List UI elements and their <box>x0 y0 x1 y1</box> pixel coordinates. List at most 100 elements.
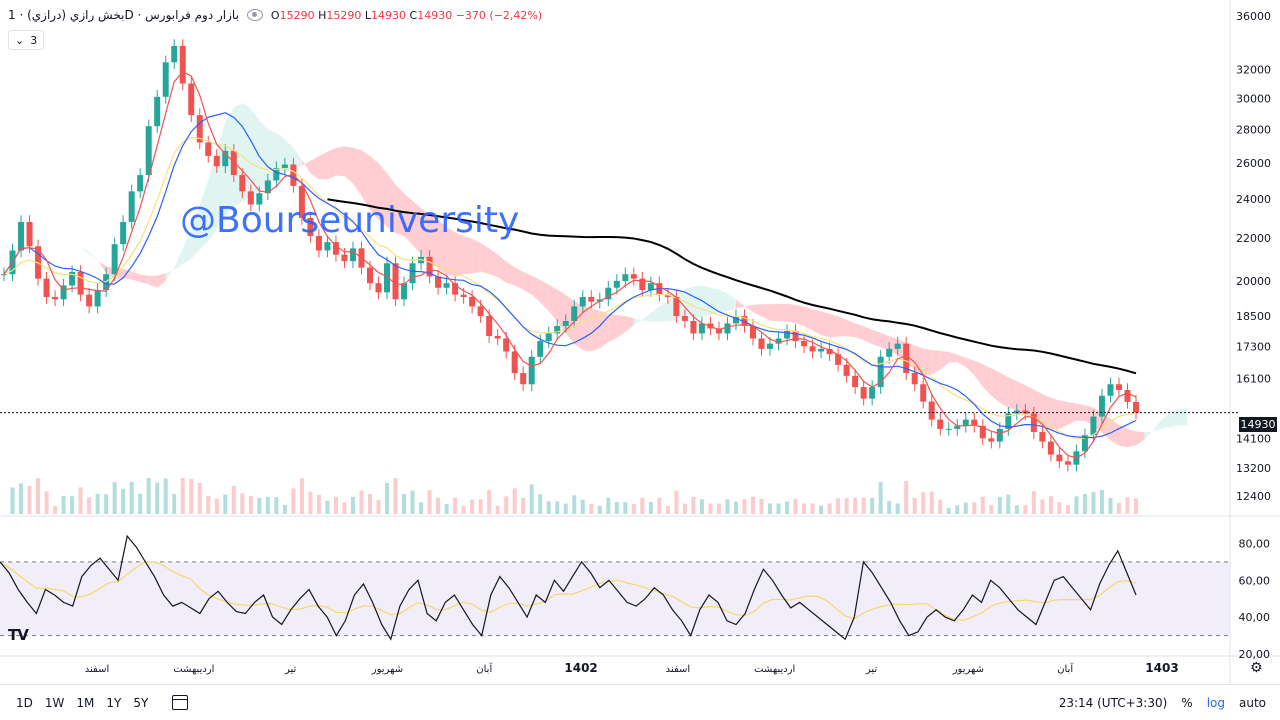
volume-bar <box>112 482 117 514</box>
candle-body <box>366 267 373 284</box>
candle-body <box>758 338 765 349</box>
cloud-segment <box>140 274 149 285</box>
cloud-segment <box>650 306 660 322</box>
candle-body <box>298 185 305 218</box>
volume-bar <box>1108 497 1113 514</box>
candle-body <box>86 294 93 307</box>
candle-body <box>503 338 510 352</box>
candle-body <box>1 274 7 276</box>
candle-body <box>749 325 756 339</box>
volume-bar <box>1057 502 1062 514</box>
volume-bar <box>589 503 594 514</box>
volume-bar <box>231 485 236 514</box>
ohlc-values: O15290 H15290 L14930 C14930 −370 (−2,42%… <box>270 8 543 22</box>
volume-bar <box>802 503 807 514</box>
cloud-segment <box>846 319 856 338</box>
candle-body <box>341 254 348 262</box>
candle-body <box>477 306 484 317</box>
candle-body <box>401 283 408 300</box>
volume-bar <box>223 494 228 514</box>
candle-body <box>571 306 578 321</box>
time-tick-label: آبان <box>476 662 493 675</box>
candle-body <box>562 320 569 326</box>
volume-bar <box>444 503 449 514</box>
calendar-icon[interactable] <box>172 695 189 710</box>
candle-body <box>1081 435 1088 452</box>
cloud-segment <box>284 139 294 173</box>
candle-body <box>188 83 195 116</box>
volume-bar <box>163 478 168 514</box>
volume-bar <box>742 499 747 514</box>
candle-body <box>128 191 135 222</box>
volume-bar <box>410 490 415 514</box>
cloud-segment <box>182 229 192 265</box>
cloud-segment <box>948 351 958 363</box>
volume-bar <box>104 494 109 514</box>
indicators-toggle[interactable]: ⌄ 3 <box>8 30 45 50</box>
eye-icon[interactable] <box>246 9 263 21</box>
candle-body <box>775 338 782 344</box>
volume-bar <box>146 478 151 514</box>
tf-1w[interactable]: 1W <box>44 695 65 710</box>
cloud-segment <box>931 350 941 375</box>
candle-body <box>469 296 476 307</box>
candle-body <box>673 296 680 317</box>
candle-body <box>247 191 254 205</box>
volume-bar <box>733 501 738 514</box>
candle-body <box>715 328 722 334</box>
volume-bar <box>853 497 858 514</box>
cloud-segment <box>191 205 200 259</box>
chart-canvas[interactable]: @Bourseuniversity 36000 32000 30000 28000 260… <box>0 0 1280 684</box>
volume-bar <box>70 496 75 514</box>
cloud-segment <box>608 313 617 343</box>
volume-bar <box>436 497 441 514</box>
tf-5y[interactable]: 5Y <box>133 695 149 710</box>
volume-bar <box>282 504 287 514</box>
volume-bar <box>665 505 670 514</box>
cloud-segment <box>361 150 370 211</box>
cloud-segment <box>531 275 541 303</box>
percent-toggle[interactable]: % <box>1181 695 1193 710</box>
volume-bar <box>299 478 304 514</box>
tf-1d[interactable]: 1D <box>16 695 33 710</box>
volume-bar <box>938 499 943 514</box>
bottom-toolbar: 1D 1W 1M 1Y 5Y 23:14 (UTC+3:30) % log au… <box>0 684 1280 720</box>
time-tick-label: اردیبهشت <box>173 664 214 675</box>
auto-toggle[interactable]: auto <box>1238 695 1266 710</box>
volume-bar <box>980 496 985 514</box>
volume-bar <box>121 488 126 514</box>
cloud-segment <box>208 150 217 241</box>
log-toggle[interactable]: log <box>1206 695 1225 710</box>
cloud-segment <box>1042 394 1051 430</box>
price-tick-label: 26000 <box>1236 157 1271 170</box>
volume-bar <box>1074 496 1079 514</box>
volume-bar <box>461 505 466 514</box>
cloud-segment <box>855 323 864 341</box>
volume-bar <box>402 493 407 514</box>
indicator-count: 3 <box>30 33 38 47</box>
volume-bar <box>606 497 611 514</box>
candle-body <box>137 175 144 192</box>
candle-body <box>1124 389 1131 402</box>
tf-1y[interactable]: 1Y <box>106 695 122 710</box>
volume-bar <box>904 481 909 514</box>
candle-body <box>545 333 552 342</box>
timezone-label[interactable]: 23:14 (UTC+3:30) <box>1058 695 1168 710</box>
cloud-segment <box>523 271 532 295</box>
cloud-segment <box>378 163 388 227</box>
candle-body <box>647 283 654 291</box>
cloud-segment <box>216 121 226 230</box>
candle-body <box>784 330 791 339</box>
candle-body <box>554 325 561 334</box>
volume-bar <box>248 496 253 514</box>
rsi-tick-label: 40,00 <box>1239 611 1271 624</box>
volume-bar <box>955 505 960 514</box>
candle-body <box>826 348 833 355</box>
cloud-segment <box>259 120 268 191</box>
volume-bar <box>291 488 296 514</box>
tf-1m[interactable]: 1M <box>76 695 95 710</box>
volume-bar <box>921 492 926 514</box>
gear-icon[interactable]: ⚙ <box>1250 660 1263 676</box>
volume-bar <box>1116 502 1121 514</box>
tradingview-logo-icon[interactable]: TV <box>8 626 29 644</box>
